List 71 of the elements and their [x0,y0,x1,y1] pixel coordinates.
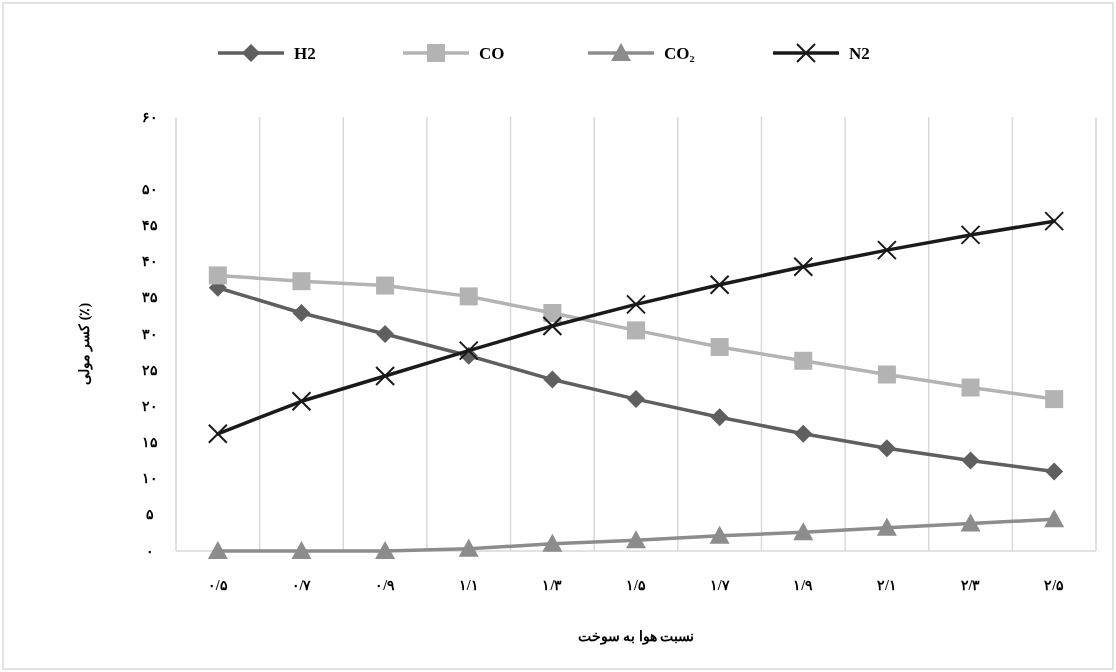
x-tick-label: ۲/۵ [1044,577,1065,593]
point [876,240,897,261]
point [292,304,311,323]
point [291,391,312,412]
point [291,541,312,559]
point [960,513,981,532]
point [459,287,478,306]
x-tick-label: ۰/۷ [291,577,312,593]
x-tick-label: ۱/۵ [626,577,646,593]
y-axis-title: کسر مولی (٪) [76,302,93,386]
legend-label: CO₂ [664,43,695,63]
x-tick-label: ۱/۳ [542,577,563,593]
y-tick-label: ۶۰ [142,109,158,125]
point [710,338,729,357]
y-tick-label: ۳۵ [142,290,158,306]
point [542,316,563,337]
point [458,538,479,557]
x-tick-label: ۲/۳ [960,577,981,593]
point [626,530,646,549]
point [961,378,980,397]
y-tick-label: ۱۵ [142,435,158,450]
point [627,390,645,409]
point [960,224,981,245]
point [292,272,311,291]
point [376,276,395,295]
point [709,274,730,295]
x-tick-label: ۱/۱ [458,577,479,593]
point [1045,390,1064,409]
point [627,321,645,340]
point [207,541,228,559]
point [876,517,897,536]
point [375,541,396,559]
point [375,365,396,386]
y-tick-label: ۵۰ [142,181,158,197]
point [793,256,814,277]
legend-label: CO [479,43,505,63]
y-tick-label: ۳۰ [142,326,158,342]
x-tick-label: ۰/۹ [375,577,396,593]
point [543,304,562,323]
x-tick-label: ۰/۵ [207,577,228,593]
y-tick-label: ۱۰ [142,471,158,487]
y-tick-label: ۰ [146,543,154,559]
point [1044,509,1065,528]
point [793,522,814,541]
point [542,533,563,552]
point [626,294,646,315]
point [877,439,896,458]
point [458,340,479,361]
point [794,424,813,443]
y-tick-label: ۴۵ [142,218,158,233]
x-tick-label: ۲/۱ [876,577,897,593]
point [543,370,562,389]
point [710,408,729,427]
point [1045,462,1064,481]
point [1044,211,1065,232]
x-tick-label: ۱/۷ [709,577,730,593]
y-tick-label: ۵ [146,507,154,523]
y-tick-label: ۲۵ [142,362,158,378]
point [709,525,730,544]
x-tick-label: ۱/۹ [793,577,814,593]
point [961,451,980,470]
point [877,365,896,384]
point [376,325,395,343]
legend-label: N2 [849,43,870,63]
x-axis-title: نسبت هوا به سوخت [577,628,695,645]
point [208,266,227,285]
y-tick-label: ۴۰ [142,254,158,270]
point [794,351,813,370]
y-tick-label: ۲۰ [142,398,158,414]
legend-label: H2 [294,43,316,63]
point [207,423,228,444]
